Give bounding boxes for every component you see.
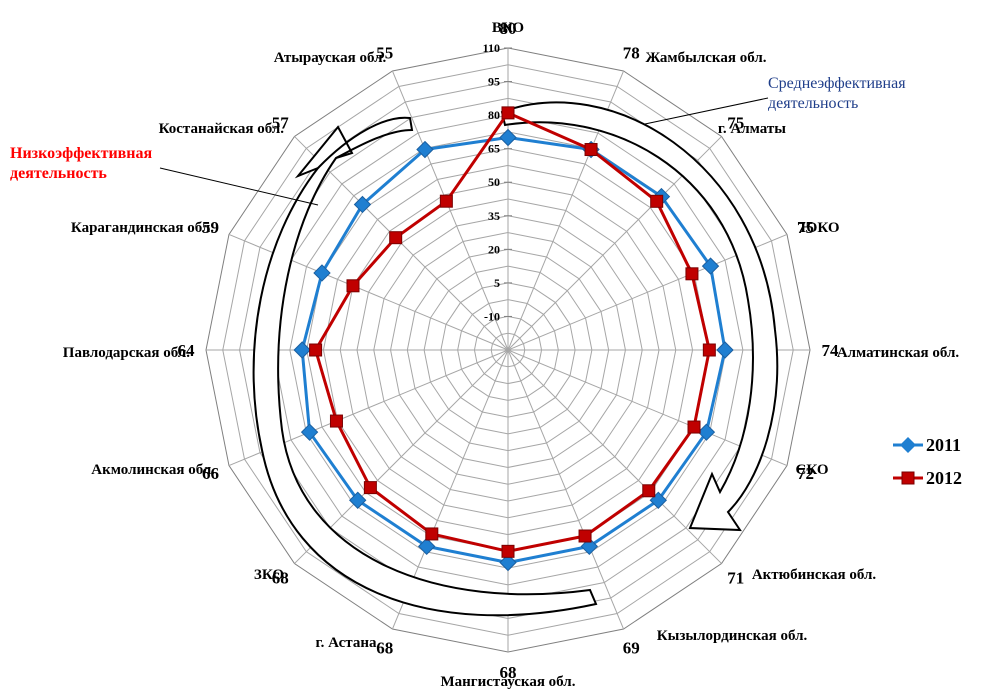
category-value-label: 55 — [376, 44, 393, 63]
data-point — [501, 544, 515, 558]
data-point — [702, 343, 716, 357]
radial-tick-label: 5 — [494, 276, 500, 290]
legend: 2011 2012 — [893, 435, 962, 488]
data-point — [329, 414, 343, 428]
data-point — [425, 527, 439, 541]
category-label: Костанайская обл. — [159, 121, 285, 137]
grid-spoke — [507, 349, 625, 630]
category-label: Атырауская обл. — [274, 50, 387, 66]
category-value-label: 75 — [797, 218, 814, 237]
series-2012 — [309, 106, 716, 558]
data-point — [650, 194, 664, 208]
series-layer — [293, 106, 734, 572]
category-label: ВКО — [492, 20, 524, 36]
data-point — [439, 194, 453, 208]
data-point — [416, 140, 434, 159]
data-point — [389, 231, 403, 245]
data-point — [363, 481, 377, 495]
data-point — [578, 529, 592, 543]
legend-label: 2012 — [926, 468, 962, 488]
legend-item-2012: 2012 — [893, 468, 962, 488]
medium-efficiency-arrow — [500, 101, 779, 532]
data-point — [353, 195, 372, 214]
category-value-label: 68 — [500, 663, 517, 682]
radial-tick-label: 20 — [488, 242, 500, 256]
radial-tick-label: -10 — [484, 309, 500, 323]
legend-item-2011: 2011 — [893, 435, 961, 455]
data-point — [685, 267, 699, 281]
grid-spoke — [507, 349, 722, 564]
category-value-label: 64 — [178, 341, 196, 360]
data-point — [501, 106, 515, 120]
data-point — [346, 279, 360, 293]
data-point — [417, 537, 436, 556]
category-label: г. Астана — [316, 635, 377, 651]
category-label: Карагандинская обл. — [71, 220, 214, 236]
category-value-label: 68 — [376, 638, 393, 657]
category-value-label: 72 — [797, 464, 814, 483]
data-point — [716, 341, 734, 359]
category-value-label: 59 — [202, 218, 219, 237]
radial-tick-label: 80 — [488, 108, 500, 122]
legend-marker — [901, 471, 915, 485]
grid-spoke — [391, 70, 509, 351]
data-point — [642, 484, 656, 498]
legend-marker — [900, 437, 916, 453]
category-value-label: 71 — [727, 569, 744, 588]
category-label: Павлодарская обл. — [63, 345, 190, 361]
category-label: ЗКО — [254, 567, 284, 583]
annotation-medium-efficiency: Среднеэффективная деятельность — [768, 75, 906, 112]
medium-efficiency-leader — [644, 97, 769, 125]
radial-tick-label: 65 — [488, 142, 500, 156]
category-value-label: 57 — [272, 113, 290, 132]
data-point — [687, 420, 701, 434]
radial-tick-labels: -10 5 20 35 50 65 80 95 110 — [483, 41, 512, 323]
low-efficiency-leader — [159, 167, 319, 206]
category-value-label: 78 — [623, 44, 640, 63]
data-point — [349, 491, 367, 509]
data-point — [701, 257, 720, 275]
data-point — [584, 143, 598, 157]
data-point — [499, 553, 517, 572]
data-point — [697, 423, 716, 441]
category-label: Мангистауская обл. — [441, 674, 576, 690]
data-point — [293, 341, 311, 359]
data-point — [309, 343, 323, 357]
category-label: Жамбылская обл. — [645, 50, 766, 66]
annotation-low-efficiency: Низкоэффективная деятельность — [10, 145, 153, 182]
low-efficiency-arrow-head — [317, 116, 414, 169]
category-label: Акмолинская обл. — [91, 462, 215, 478]
category-label: Алматинская обл. — [837, 345, 960, 361]
radial-tick-label: 110 — [483, 41, 500, 55]
data-point — [499, 128, 517, 147]
category-label: ЮКО — [800, 220, 839, 236]
category-value-label: 69 — [623, 638, 640, 657]
category-label: СКО — [795, 462, 828, 478]
category-value-label: 74 — [822, 341, 840, 360]
category-label: г. Алматы — [718, 121, 786, 137]
data-point — [313, 264, 331, 282]
annotation-arrows — [159, 97, 779, 617]
category-value-label: 80 — [500, 19, 517, 38]
radial-tick-label: 95 — [488, 75, 500, 89]
category-value-label: 75 — [727, 113, 744, 132]
category-label: Кызылординская обл. — [657, 628, 808, 644]
low-efficiency-arrow — [252, 125, 598, 617]
legend-label: 2011 — [926, 435, 961, 455]
radial-tick-label: 50 — [488, 175, 500, 189]
category-label: Актюбинская обл. — [752, 567, 877, 583]
category-value-label: 68 — [272, 569, 289, 588]
category-value-label: 66 — [202, 464, 219, 483]
radial-tick-label: 35 — [488, 209, 500, 223]
data-point — [300, 423, 319, 441]
